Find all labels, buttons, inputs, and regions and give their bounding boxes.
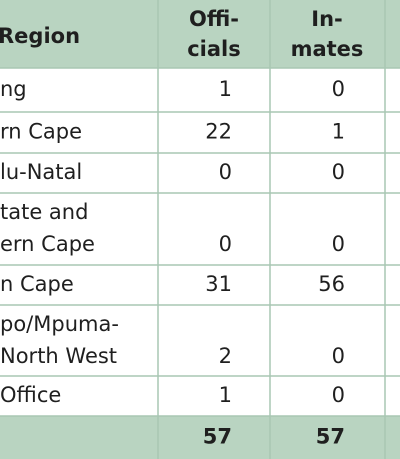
region-name: po/Mpuma- (0, 312, 119, 336)
inmates-count: 0 (332, 344, 345, 368)
header-officials: Offi- (189, 7, 239, 31)
officials-count: 22 (205, 120, 232, 144)
region-name: ern Cape (0, 232, 95, 256)
total-inmates: 57 (316, 425, 345, 449)
inmates-count: 0 (332, 160, 345, 184)
region-name: tate and (0, 200, 88, 224)
inmates-count: 56 (318, 272, 345, 296)
officials-count: 31 (205, 272, 232, 296)
officials-count: 1 (219, 77, 232, 101)
officials-count: 0 (219, 160, 232, 184)
total-bg (0, 416, 400, 459)
header-officials: cials (187, 37, 241, 61)
header-region: Region (0, 24, 80, 48)
inmates-count: 0 (332, 77, 345, 101)
total-officials: 57 (203, 425, 232, 449)
inmates-count: 0 (332, 383, 345, 407)
header-inmates: In- (311, 7, 342, 31)
officials-count: 2 (219, 344, 232, 368)
header-bg (0, 0, 400, 68)
officials-count: 1 (219, 383, 232, 407)
region-name: n Cape (0, 272, 74, 296)
region-name: lu-Natal (0, 160, 82, 184)
region-name: Office (0, 383, 61, 407)
header-inmates: mates (291, 37, 364, 61)
region-name: ng (0, 77, 27, 101)
inmates-count: 1 (332, 120, 345, 144)
inmates-count: 0 (332, 232, 345, 256)
region-name: rn Cape (0, 120, 82, 144)
officials-count: 0 (219, 232, 232, 256)
region-name: North West (0, 344, 117, 368)
